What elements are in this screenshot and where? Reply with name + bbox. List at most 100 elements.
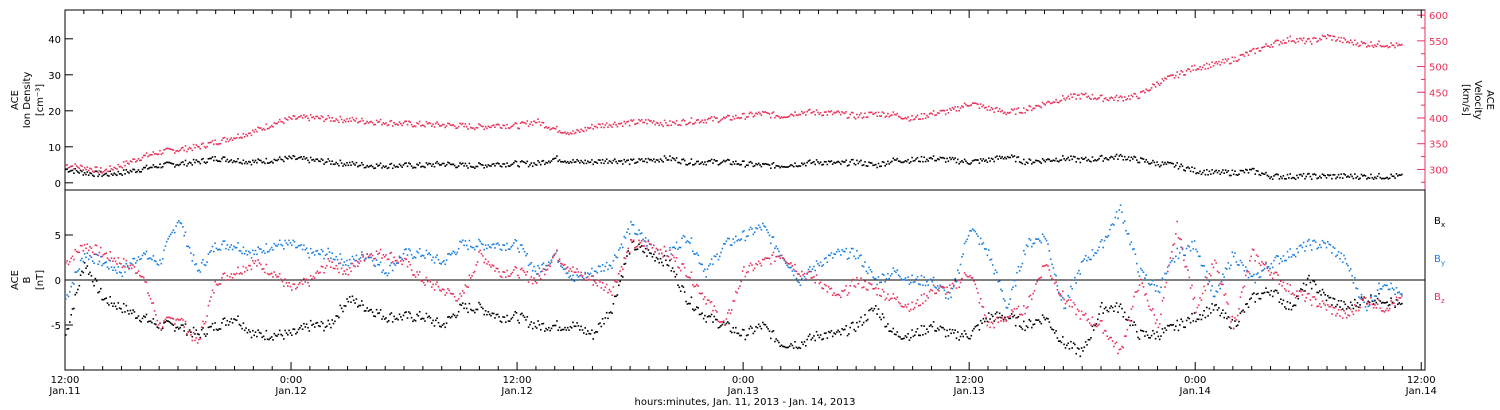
velocity-point	[608, 124, 611, 126]
density-point	[1383, 177, 1386, 180]
density-point	[776, 165, 779, 167]
density-point	[852, 158, 854, 161]
bx-point	[876, 313, 878, 315]
bx-point	[1323, 291, 1325, 294]
density-point	[397, 166, 399, 168]
velocity-point	[1215, 61, 1217, 63]
bx-point	[192, 326, 195, 329]
velocity-point	[570, 133, 573, 135]
bx-point	[1058, 340, 1060, 342]
by-point	[234, 246, 237, 249]
velocity-point	[690, 117, 693, 119]
by-point	[406, 254, 409, 256]
by-point	[778, 250, 780, 253]
bz-point	[486, 263, 488, 265]
bz-point	[304, 281, 307, 283]
velocity-point	[1049, 102, 1052, 105]
bz-point	[1339, 315, 1341, 317]
velocity-point	[737, 116, 740, 119]
velocity-point	[502, 124, 504, 127]
by-point	[889, 275, 892, 277]
bz-point	[85, 247, 87, 250]
by-point	[276, 245, 278, 247]
bx-point	[358, 304, 360, 307]
by-point	[213, 250, 215, 253]
density-point	[623, 158, 625, 161]
velocity-point	[1099, 94, 1102, 97]
by-point	[936, 285, 939, 287]
by-point	[935, 287, 938, 289]
by-point	[971, 228, 974, 230]
density-point	[1043, 159, 1045, 162]
by-point	[1308, 238, 1310, 241]
velocity-point	[291, 118, 293, 120]
bx-point	[1166, 324, 1169, 327]
by-point	[1313, 239, 1316, 242]
bz-point	[825, 284, 827, 287]
by-point	[157, 264, 160, 266]
bx-point	[1387, 304, 1390, 307]
bx-point	[175, 326, 177, 329]
by-point	[700, 263, 702, 265]
velocity-point	[1319, 37, 1321, 40]
density-point	[1273, 175, 1275, 177]
velocity-point	[317, 117, 320, 119]
bx-point	[195, 329, 198, 331]
density-point	[295, 158, 297, 161]
bx-point	[814, 339, 816, 342]
density-point	[860, 159, 862, 162]
by-point	[587, 272, 589, 274]
bz-point	[949, 284, 951, 286]
bx-point	[731, 331, 733, 334]
velocity-point	[681, 119, 683, 122]
density-point	[243, 162, 246, 165]
bz-point	[669, 249, 671, 251]
density-point	[87, 174, 90, 176]
bx-point	[270, 336, 273, 338]
density-point	[1018, 161, 1021, 163]
bz-point	[522, 269, 525, 272]
bz-point	[973, 280, 975, 282]
density-point	[903, 161, 905, 163]
density-point	[879, 165, 881, 168]
bz-point	[175, 319, 177, 321]
bx-point	[500, 321, 503, 323]
by-point	[204, 264, 207, 267]
bx-point	[685, 300, 687, 303]
bz-point	[626, 251, 628, 254]
velocity-point	[223, 136, 226, 139]
bz-point	[963, 272, 966, 274]
bx-point	[655, 256, 658, 259]
bx-point	[1144, 335, 1146, 337]
by-point	[87, 258, 90, 261]
by-point	[1043, 235, 1045, 238]
velocity-point	[1010, 108, 1013, 110]
velocity-point	[1371, 44, 1374, 47]
bz-point	[70, 257, 72, 260]
by-point	[1098, 246, 1100, 248]
density-point	[1317, 177, 1320, 179]
by-point	[488, 246, 491, 248]
bz-point	[132, 264, 134, 266]
bz-point	[1320, 306, 1322, 308]
velocity-point	[588, 127, 590, 130]
bz-point	[307, 281, 309, 284]
by-point	[1045, 239, 1048, 242]
bz-point	[435, 283, 437, 286]
velocity-point	[261, 129, 263, 131]
density-point	[204, 162, 207, 164]
density-tick-label: 30	[48, 71, 61, 82]
by-point	[1206, 270, 1208, 273]
density-point	[1033, 161, 1036, 164]
density-point	[73, 172, 75, 174]
velocity-point	[1297, 40, 1299, 43]
by-point	[744, 239, 747, 242]
velocity-point	[1367, 44, 1369, 47]
by-point	[1130, 241, 1133, 243]
velocity-point	[1265, 43, 1267, 45]
bz-point	[100, 246, 102, 249]
density-point	[675, 157, 678, 159]
bx-point	[870, 307, 873, 310]
velocity-point	[1183, 74, 1185, 76]
density-point	[873, 164, 876, 166]
